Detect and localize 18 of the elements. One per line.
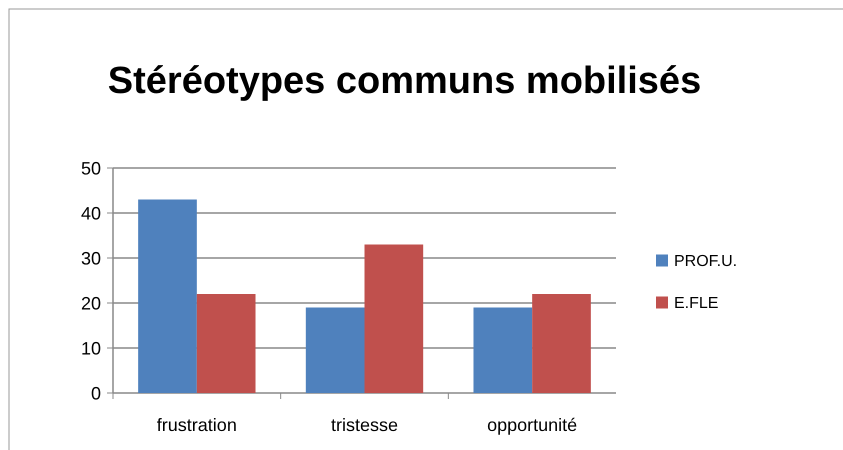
y-tick-label: 10 <box>80 338 101 358</box>
y-tick-label: 40 <box>80 203 101 224</box>
bar <box>532 294 591 393</box>
y-tick-label: 50 <box>80 158 101 178</box>
bar <box>473 308 532 393</box>
bar <box>306 308 364 393</box>
bar <box>364 244 424 393</box>
bar <box>196 294 256 393</box>
y-tick-label: 20 <box>80 293 101 314</box>
bar <box>138 200 197 393</box>
chart-title: Stéréotypes communs mobilisés <box>108 60 702 102</box>
x-tick-label: frustration <box>156 415 237 435</box>
legend-label: PROF.U. <box>674 253 738 270</box>
y-tick-label: 30 <box>80 248 101 268</box>
x-tick-label: tristesse <box>330 415 398 435</box>
x-tick-label: opportunité <box>487 415 578 435</box>
legend-label: E.FLE <box>674 295 718 312</box>
y-tick-label: 0 <box>90 383 101 404</box>
